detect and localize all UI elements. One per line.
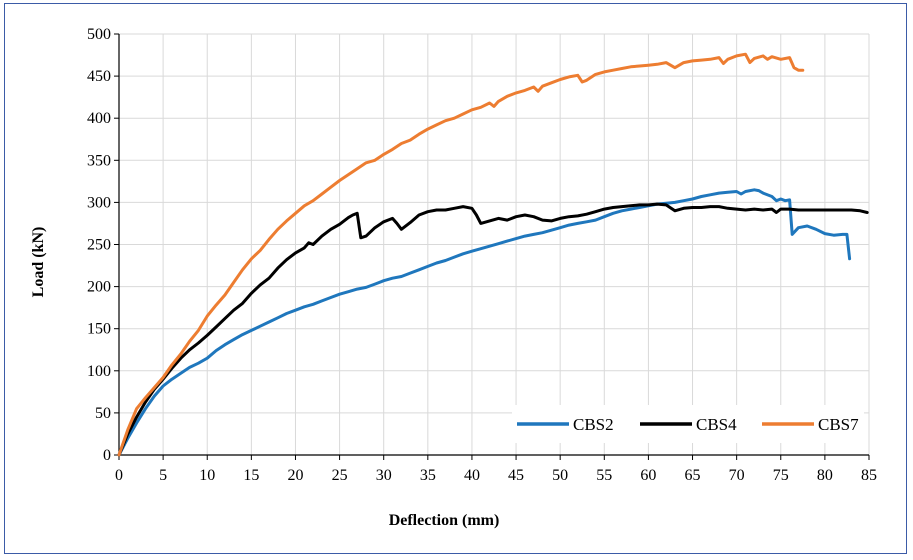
y-axis-label: Load (kN) xyxy=(30,227,47,298)
x-tick-label: 5 xyxy=(159,467,167,484)
x-tick-label: 30 xyxy=(376,467,392,484)
axes xyxy=(114,33,870,460)
y-tick-label: 50 xyxy=(95,405,111,422)
series-lines xyxy=(117,52,869,457)
y-tick-label: 400 xyxy=(87,110,111,127)
x-tick-label: 10 xyxy=(199,467,215,484)
y-tick-label: 350 xyxy=(87,152,111,169)
x-tick-label: 40 xyxy=(464,467,480,484)
x-tick-label: 65 xyxy=(685,467,701,484)
x-tick-label: 85 xyxy=(861,467,877,484)
x-tick-label: 55 xyxy=(596,467,612,484)
y-tick-label: 250 xyxy=(87,237,111,254)
series-line-cbs2 xyxy=(117,188,852,457)
x-tick-label: 60 xyxy=(640,467,656,484)
x-tick-label: 50 xyxy=(552,467,568,484)
x-tick-label: 20 xyxy=(287,467,303,484)
x-axis-label: Deflection (mm) xyxy=(389,512,500,529)
x-tick-label: 70 xyxy=(729,467,745,484)
x-tick-label: 15 xyxy=(243,467,259,484)
x-tick-label: 35 xyxy=(420,467,436,484)
chart-frame xyxy=(4,3,907,554)
x-tick-label: 45 xyxy=(508,467,524,484)
y-tick-labels: 0 50 100 150 200 250 300 350 400 450 500 xyxy=(87,26,111,464)
y-tick-label: 200 xyxy=(87,279,111,296)
x-tick-label: 75 xyxy=(773,467,789,484)
y-tick-label: 150 xyxy=(87,321,111,338)
y-tick-label: 300 xyxy=(87,194,111,211)
series-line-cbs7 xyxy=(117,52,805,457)
y-tick-label: 100 xyxy=(87,363,111,380)
y-tick-label: 0 xyxy=(103,447,111,464)
x-tick-labels: 0 5 10 15 20 25 30 35 40 45 50 55 60 65 70 75 80 85 xyxy=(115,467,877,484)
legend-label-cbs7: CBS7 xyxy=(818,415,859,434)
x-tick-label: 0 xyxy=(115,467,123,484)
y-tick-label: 500 xyxy=(87,26,111,43)
legend-label-cbs2: CBS2 xyxy=(573,415,614,434)
y-tick-label: 450 xyxy=(87,68,111,85)
x-tick-label: 25 xyxy=(332,467,348,484)
series-line-cbs4 xyxy=(117,202,869,457)
legend: CBS2 CBS4 CBS7 xyxy=(512,405,864,443)
legend-label-cbs4: CBS4 xyxy=(696,415,737,434)
x-tick-label: 80 xyxy=(817,467,833,484)
